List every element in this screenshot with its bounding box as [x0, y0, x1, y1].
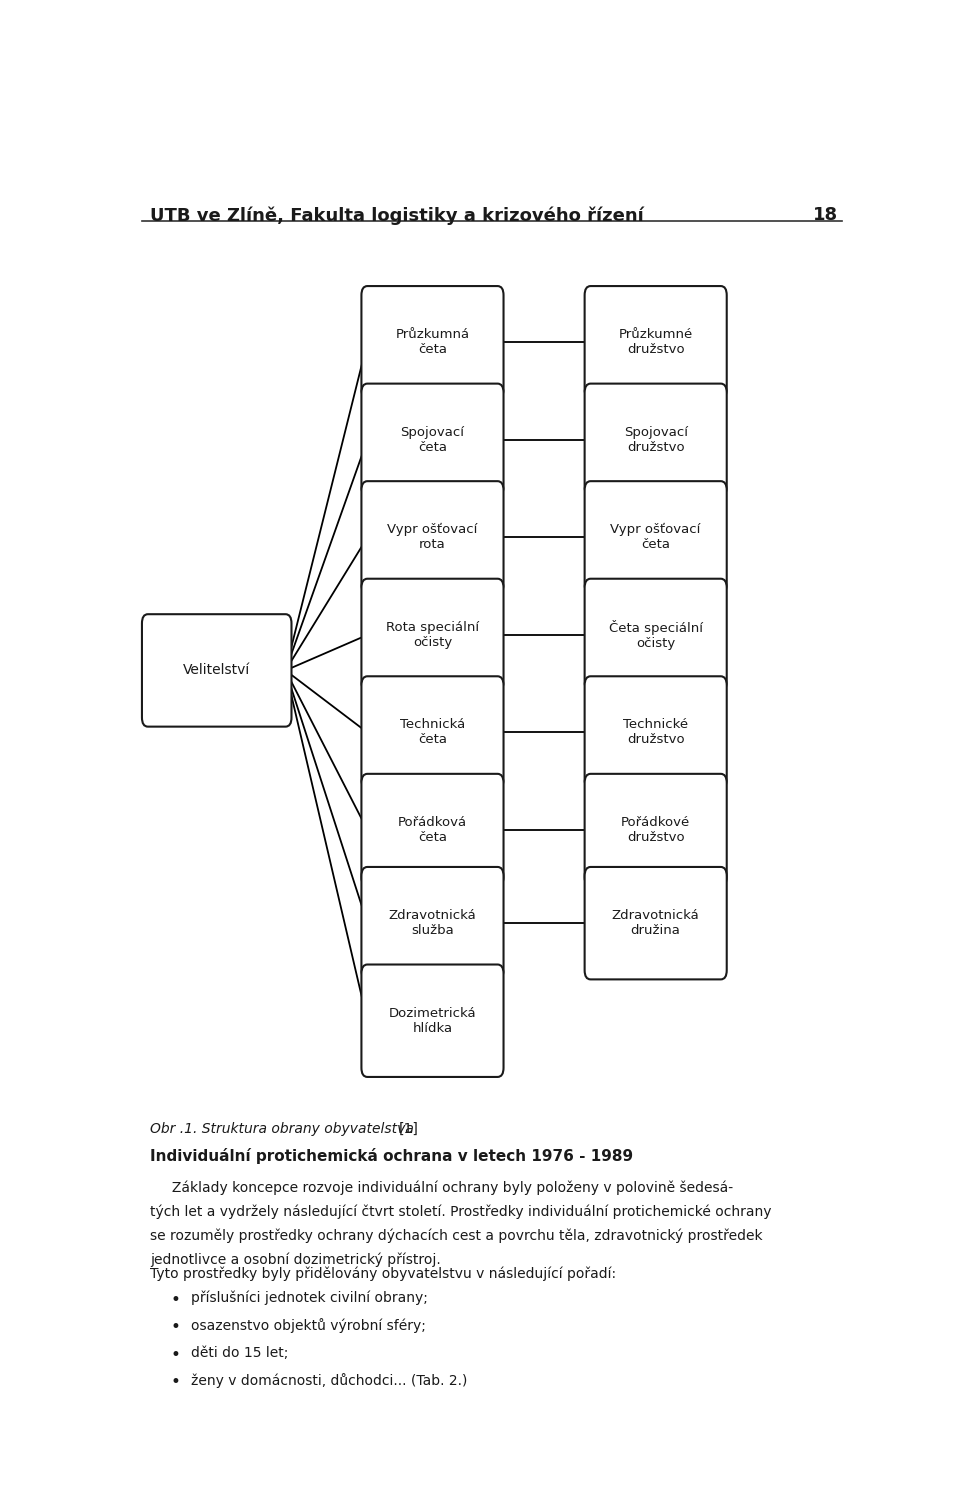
Text: •: •	[171, 1374, 180, 1392]
Text: příslušníci jednotek civilní obrany;: příslušníci jednotek civilní obrany;	[191, 1290, 427, 1305]
Text: tých let a vydržely následující čtvrt století. Prostředky individuální protichem: tých let a vydržely následující čtvrt st…	[150, 1204, 771, 1219]
Text: Rota speciální
očisty: Rota speciální očisty	[386, 621, 479, 650]
FancyBboxPatch shape	[585, 383, 727, 496]
Text: Tyto prostředky byly přidělovány obyvatelstvu v následující pořadí:: Tyto prostředky byly přidělovány obyvate…	[150, 1266, 616, 1281]
Text: Průzkumná
četa: Průzkumná četa	[396, 328, 469, 356]
Text: Obr .1. Struktura obrany obyvatelstva: Obr .1. Struktura obrany obyvatelstva	[150, 1122, 418, 1135]
Text: Četa speciální
očisty: Četa speciální očisty	[609, 620, 703, 650]
FancyBboxPatch shape	[585, 578, 727, 691]
FancyBboxPatch shape	[361, 676, 504, 788]
Text: •: •	[171, 1290, 180, 1308]
Text: •: •	[171, 1319, 180, 1337]
Text: [1]: [1]	[399, 1122, 419, 1135]
Text: Vypr ošťovací
četa: Vypr ošťovací četa	[611, 523, 701, 551]
Text: osazenstvo objektů výrobní sféry;: osazenstvo objektů výrobní sféry;	[191, 1319, 425, 1334]
FancyBboxPatch shape	[361, 578, 504, 691]
FancyBboxPatch shape	[585, 867, 727, 979]
FancyBboxPatch shape	[585, 676, 727, 788]
Text: jednotlivce a osobní dozimetrický přístroj.: jednotlivce a osobní dozimetrický přístr…	[150, 1253, 441, 1266]
Text: Spojovací
družstvo: Spojovací družstvo	[624, 426, 687, 454]
Text: Velitelství: Velitelství	[183, 663, 251, 678]
FancyBboxPatch shape	[361, 867, 504, 979]
FancyBboxPatch shape	[142, 614, 292, 727]
FancyBboxPatch shape	[585, 481, 727, 593]
Text: Individuální protichemická ochrana v letech 1976 - 1989: Individuální protichemická ochrana v let…	[150, 1149, 633, 1164]
FancyBboxPatch shape	[585, 286, 727, 398]
Text: Zdravotnická
družina: Zdravotnická družina	[612, 909, 700, 937]
Text: ženy v domácnosti, důchodci... (Tab. 2.): ženy v domácnosti, důchodci... (Tab. 2.)	[191, 1374, 468, 1389]
Text: Průzkumné
družstvo: Průzkumné družstvo	[618, 328, 693, 356]
Text: Zdravotnická
služba: Zdravotnická služba	[389, 909, 476, 937]
FancyBboxPatch shape	[361, 286, 504, 398]
FancyBboxPatch shape	[361, 481, 504, 593]
FancyBboxPatch shape	[361, 383, 504, 496]
Text: UTB ve Zlíně, Fakulta logistiky a krizového řízení: UTB ve Zlíně, Fakulta logistiky a krizov…	[150, 206, 643, 225]
Text: Spojovací
četa: Spojovací četa	[400, 426, 465, 454]
Text: Technická
četa: Technická četa	[400, 718, 465, 746]
FancyBboxPatch shape	[585, 773, 727, 887]
Text: Pořádková
četa: Pořádková četa	[397, 817, 468, 843]
Text: se rozuměly prostředky ochrany dýchacích cest a povrchu těla, zdravotnický prost: se rozuměly prostředky ochrany dýchacích…	[150, 1229, 762, 1243]
Text: Základy koncepce rozvoje individuální ochrany byly položeny v polovině šedesá-: Základy koncepce rozvoje individuální oc…	[150, 1180, 732, 1195]
Text: děti do 15 let;: děti do 15 let;	[191, 1345, 288, 1359]
FancyBboxPatch shape	[361, 773, 504, 887]
Text: •: •	[171, 1345, 180, 1363]
FancyBboxPatch shape	[361, 964, 504, 1077]
Text: Pořádkové
družstvo: Pořádkové družstvo	[621, 817, 690, 843]
Text: 18: 18	[813, 206, 838, 225]
Text: Dozimetrická
hlídka: Dozimetrická hlídka	[389, 1007, 476, 1034]
Text: Technické
družstvo: Technické družstvo	[623, 718, 688, 746]
Text: Vypr ošťovací
rota: Vypr ošťovací rota	[387, 523, 478, 551]
